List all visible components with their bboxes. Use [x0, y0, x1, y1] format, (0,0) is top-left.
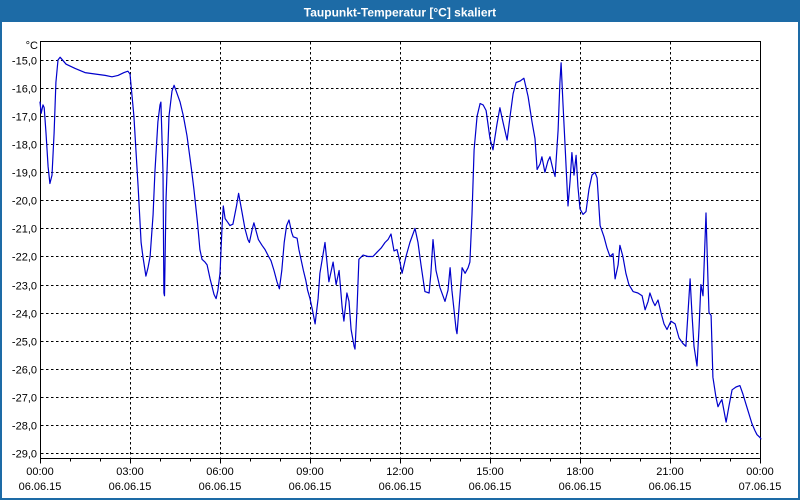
x-tick-time-label: 03:00	[116, 466, 144, 478]
x-tick-time-label: 00:00	[26, 466, 54, 478]
y-tick-label: -22,0	[12, 252, 37, 264]
tick-layer	[40, 458, 761, 464]
y-tick-label: -25,0	[12, 337, 37, 349]
x-tick-time-label: 18:00	[566, 466, 594, 478]
y-tick-label: -24,0	[12, 309, 37, 321]
series-layer	[39, 56, 762, 440]
x-tick-time-label: 00:00	[746, 466, 774, 478]
titlebar	[2, 2, 798, 22]
x-tick-date-label: 06.06.15	[469, 481, 512, 493]
x-tick-date-label: 07.06.15	[739, 481, 782, 493]
x-tick-date-label: 06.06.15	[649, 481, 692, 493]
x-tick-date-label: 06.06.15	[289, 481, 332, 493]
y-tick-label: -28,0	[12, 421, 37, 433]
x-tick-date-label: 06.06.15	[19, 481, 62, 493]
y-tick-label: -26,0	[12, 365, 37, 377]
y-tick-label: -15,0	[12, 56, 37, 68]
x-tick-time-label: 15:00	[476, 466, 504, 478]
y-tick-label: -29,0	[12, 449, 37, 461]
x-tick-date-label: 06.06.15	[559, 481, 602, 493]
y-tick-label: -21,0	[12, 224, 37, 236]
chart-title: Taupunkt-Temperatur [°C] skaliert	[304, 6, 496, 20]
y-tick-label: -20,0	[12, 196, 37, 208]
y-tick-label: -27,0	[12, 393, 37, 405]
y-tick-label: -23,0	[12, 281, 37, 293]
x-tick-time-label: 09:00	[296, 466, 324, 478]
x-tick-date-label: 06.06.15	[199, 481, 242, 493]
y-axis-unit-label: °C	[26, 40, 38, 52]
y-tick-label: -19,0	[12, 168, 37, 180]
x-tick-date-label: 06.06.15	[379, 481, 422, 493]
y-tick-label: -17,0	[12, 112, 37, 124]
y-tick-label: -18,0	[12, 140, 37, 152]
y-tick-label: -16,0	[12, 84, 37, 96]
x-tick-time-label: 06:00	[206, 466, 234, 478]
temperature-series-line	[39, 56, 762, 440]
label-layer: -15,0 -16,0 -17,0 -18,0 -19,0 -20,0 -21,0 -22,0…	[12, 56, 781, 494]
grid-layer	[41, 42, 761, 458]
x-tick-date-label: 06.06.15	[109, 481, 152, 493]
x-tick-time-label: 21:00	[656, 466, 684, 478]
x-tick-time-label: 12:00	[386, 466, 414, 478]
